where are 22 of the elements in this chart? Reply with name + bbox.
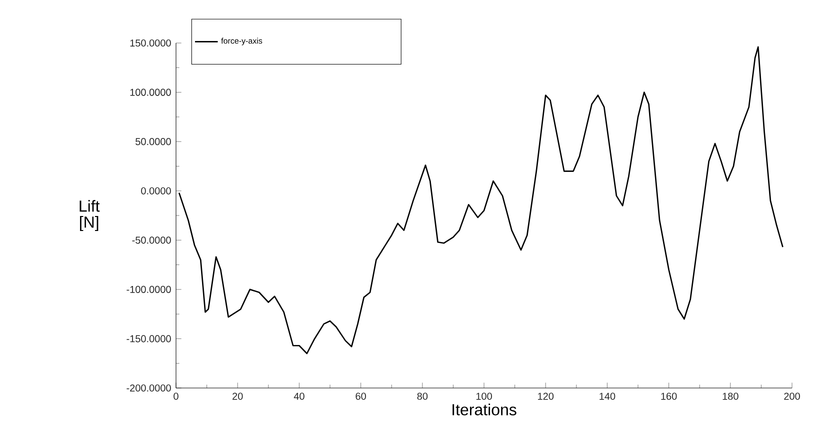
- x-tick-label: 80: [417, 392, 428, 400]
- y-tick-label: -100.0000: [126, 286, 171, 293]
- y-tick-label: 150.0000: [130, 39, 171, 47]
- y-tick-label: -150.0000: [126, 335, 171, 342]
- x-tick-label: 120: [538, 392, 554, 400]
- x-tick-label: 0: [174, 392, 178, 400]
- x-tick-label: 140: [600, 392, 616, 400]
- x-tick-label: 40: [294, 392, 304, 400]
- x-tick-label: 100: [476, 392, 492, 400]
- x-axis-title: Iterations: [452, 404, 516, 416]
- x-tick-label: 60: [356, 392, 366, 400]
- y-tick-label: 100.0000: [130, 88, 171, 96]
- y-tick-label: -200.0000: [126, 384, 171, 392]
- y-axis-title: Lift [N]: [80, 200, 100, 231]
- y-tick-label: 0.0000: [141, 187, 171, 194]
- x-tick-label: 160: [661, 392, 677, 400]
- x-tick-label: 200: [784, 392, 800, 400]
- x-tick-label: 180: [722, 392, 738, 400]
- y-tick-label: -50.0000: [132, 236, 171, 244]
- y-tick-label: 50.0000: [136, 138, 171, 146]
- x-tick-label: 20: [232, 392, 243, 400]
- legend-label: force-y-axis: [221, 38, 262, 46]
